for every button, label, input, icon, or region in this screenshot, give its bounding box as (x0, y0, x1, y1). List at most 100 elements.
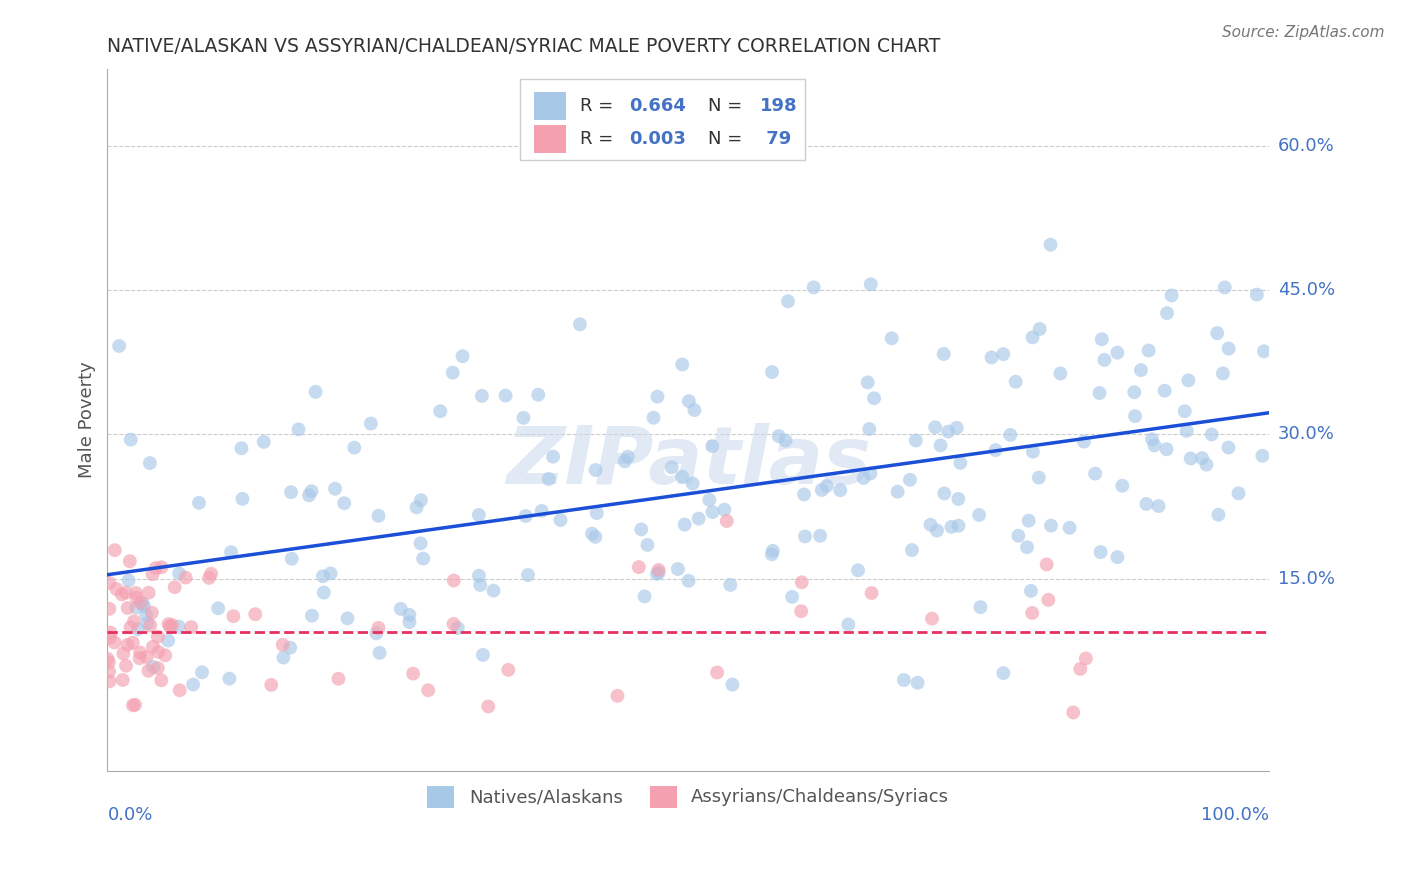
Point (281, 551, 304, 566)
Point (443, 574, 465, 588)
Point (260, 678, 283, 692)
Point (630, 522, 652, 536)
Point (368, 646, 391, 660)
Point (150, 673, 173, 688)
Point (148, 645, 170, 659)
Point (409, 493, 432, 508)
Text: 60.0%: 60.0% (1278, 136, 1334, 155)
Point (287, 422, 309, 436)
Point (105, 582, 128, 596)
Point (924, 420, 946, 434)
Point (141, 606, 163, 620)
Point (671, 469, 693, 483)
Point (863, 391, 886, 405)
Point (131, 597, 153, 611)
Bar (534, 92, 567, 120)
Point (218, 672, 240, 686)
Point (207, 601, 229, 615)
Point (858, 422, 880, 436)
Point (477, 699, 499, 714)
Point (118, 574, 141, 588)
Point (794, 529, 817, 543)
Point (367, 621, 389, 635)
Point (471, 389, 494, 403)
Point (132, 599, 155, 614)
Point (682, 476, 704, 491)
Point (815, 479, 838, 493)
Point (139, 456, 162, 470)
Point (616, 450, 638, 464)
Point (633, 590, 655, 604)
Point (1208, 508, 1230, 522)
Point (530, 504, 553, 518)
Point (678, 394, 700, 409)
Point (271, 638, 294, 652)
Point (1035, 558, 1057, 572)
Point (1028, 470, 1050, 484)
Point (527, 387, 550, 401)
Text: R =: R = (581, 97, 619, 115)
Point (721, 677, 744, 691)
Point (169, 683, 191, 698)
Point (146, 630, 169, 644)
Point (97, 655, 120, 669)
Point (231, 491, 253, 506)
FancyBboxPatch shape (520, 79, 804, 161)
Point (157, 633, 180, 648)
Point (231, 442, 253, 456)
Point (298, 488, 321, 502)
Point (1088, 386, 1111, 401)
Point (1246, 287, 1268, 301)
Point (117, 601, 139, 615)
Text: 0.664: 0.664 (628, 97, 686, 115)
Point (932, 347, 955, 361)
Point (920, 517, 942, 532)
Point (945, 421, 967, 435)
Point (636, 538, 658, 552)
Point (118, 554, 141, 568)
Point (1022, 444, 1045, 458)
Point (174, 571, 197, 585)
Point (1015, 540, 1038, 554)
Point (1251, 449, 1274, 463)
Point (929, 438, 952, 452)
Point (1147, 499, 1170, 513)
Point (343, 441, 366, 455)
Point (761, 365, 783, 379)
Point (138, 585, 160, 599)
Point (219, 545, 242, 559)
Point (112, 647, 135, 661)
Point (893, 673, 915, 687)
Point (837, 617, 859, 632)
Point (367, 508, 389, 523)
Point (776, 294, 799, 309)
Point (312, 585, 335, 599)
Point (846, 563, 869, 577)
Point (138, 664, 160, 678)
Point (1059, 521, 1081, 535)
Point (1180, 451, 1202, 466)
Point (163, 580, 186, 594)
Point (159, 619, 181, 633)
Point (1107, 550, 1129, 565)
Text: 0.003: 0.003 (628, 130, 686, 148)
Point (441, 366, 464, 380)
Point (139, 618, 162, 632)
Point (1195, 458, 1218, 472)
Point (128, 651, 150, 665)
Point (859, 467, 882, 481)
Point (993, 347, 1015, 361)
Point (768, 429, 790, 443)
Point (1129, 363, 1152, 377)
Point (125, 591, 148, 605)
Bar (534, 125, 567, 153)
Point (180, 620, 202, 634)
Point (810, 483, 832, 497)
Point (1049, 367, 1071, 381)
Point (153, 648, 176, 663)
Point (647, 566, 669, 580)
Point (98, 602, 121, 616)
Point (145, 561, 167, 575)
Point (471, 648, 494, 662)
Point (98, 575, 121, 590)
